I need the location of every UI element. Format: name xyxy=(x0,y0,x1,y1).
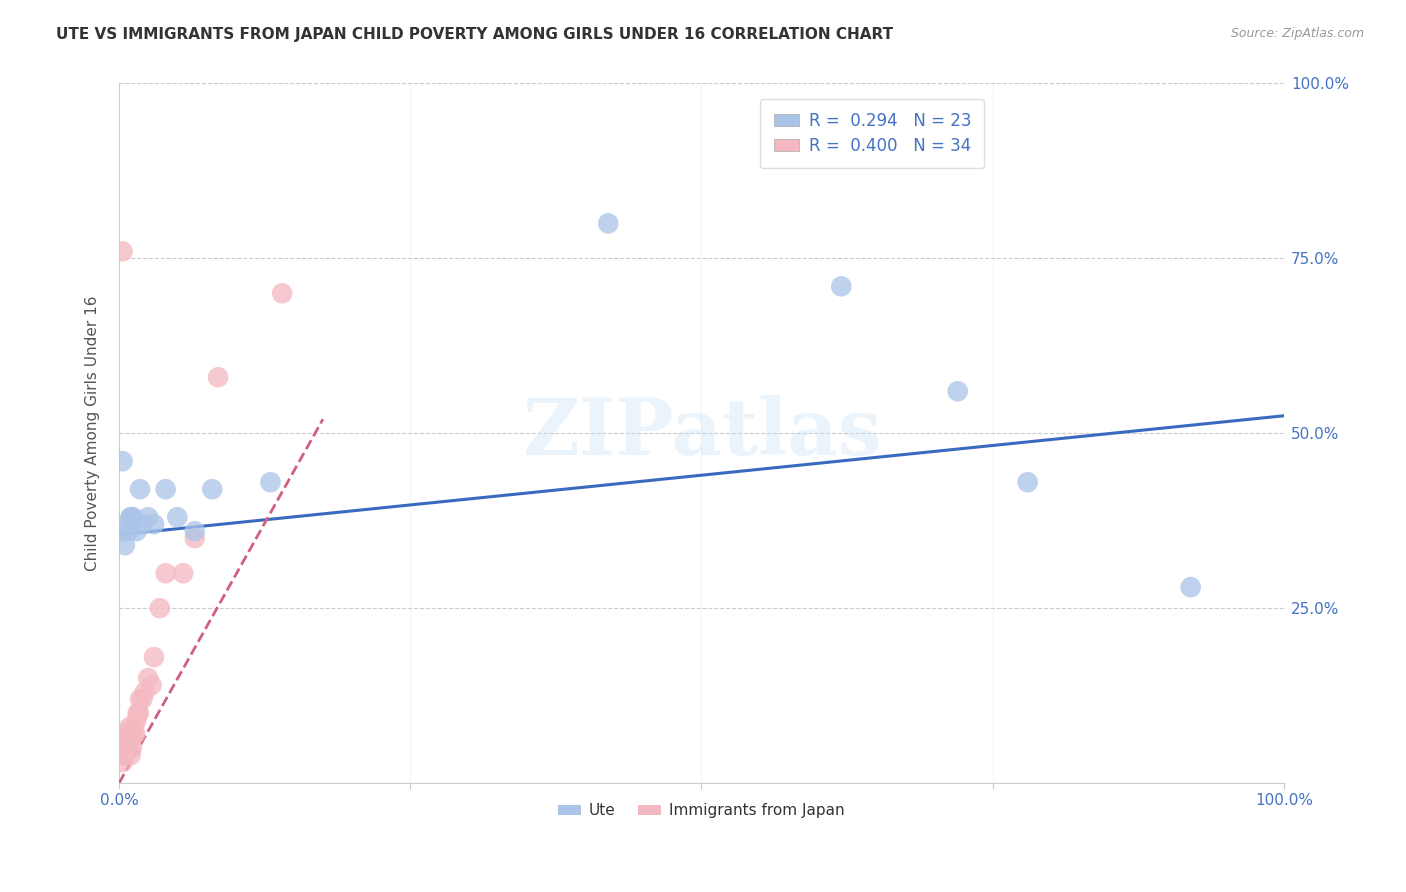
Point xyxy=(143,650,166,665)
Point xyxy=(131,517,153,532)
Point xyxy=(117,524,139,538)
Point xyxy=(946,384,969,399)
Point xyxy=(155,566,177,581)
Point xyxy=(122,720,145,734)
Point xyxy=(598,216,620,230)
Point xyxy=(117,727,139,741)
Point xyxy=(110,747,132,762)
Point xyxy=(120,510,142,524)
Point xyxy=(117,741,139,756)
Point xyxy=(830,279,852,293)
Point xyxy=(271,286,294,301)
Y-axis label: Child Poverty Among Girls Under 16: Child Poverty Among Girls Under 16 xyxy=(86,295,100,571)
Point xyxy=(201,482,224,496)
Point xyxy=(149,601,172,615)
Point xyxy=(122,727,145,741)
Point xyxy=(111,244,134,259)
Point xyxy=(141,678,163,692)
Point xyxy=(124,727,146,741)
Point xyxy=(134,685,156,699)
Point xyxy=(112,747,135,762)
Point xyxy=(128,706,150,720)
Point xyxy=(115,727,138,741)
Point xyxy=(184,531,207,545)
Point xyxy=(127,706,149,720)
Point xyxy=(155,482,177,496)
Point xyxy=(115,517,138,532)
Point xyxy=(118,720,141,734)
Text: ZIPatlas: ZIPatlas xyxy=(522,395,882,471)
Point xyxy=(166,510,188,524)
Point xyxy=(129,692,152,706)
Point xyxy=(112,741,135,756)
Text: UTE VS IMMIGRANTS FROM JAPAN CHILD POVERTY AMONG GIRLS UNDER 16 CORRELATION CHAR: UTE VS IMMIGRANTS FROM JAPAN CHILD POVER… xyxy=(56,27,893,42)
Point xyxy=(121,741,143,756)
Point xyxy=(259,475,281,490)
Point xyxy=(120,734,142,748)
Point xyxy=(120,510,142,524)
Point xyxy=(120,747,142,762)
Point xyxy=(111,755,134,769)
Point xyxy=(1180,580,1202,594)
Legend: Ute, Immigrants from Japan: Ute, Immigrants from Japan xyxy=(553,797,851,824)
Point xyxy=(125,713,148,727)
Point xyxy=(125,524,148,538)
Point xyxy=(131,692,153,706)
Point xyxy=(115,734,138,748)
Point xyxy=(111,524,134,538)
Point xyxy=(136,671,159,685)
Point xyxy=(129,482,152,496)
Text: Source: ZipAtlas.com: Source: ZipAtlas.com xyxy=(1230,27,1364,40)
Point xyxy=(122,510,145,524)
Point xyxy=(114,734,136,748)
Point xyxy=(143,517,166,532)
Point xyxy=(114,538,136,552)
Point xyxy=(172,566,194,581)
Point xyxy=(111,454,134,468)
Point xyxy=(207,370,229,384)
Point xyxy=(1017,475,1039,490)
Point xyxy=(184,524,207,538)
Point xyxy=(114,747,136,762)
Point xyxy=(115,741,138,756)
Point xyxy=(136,510,159,524)
